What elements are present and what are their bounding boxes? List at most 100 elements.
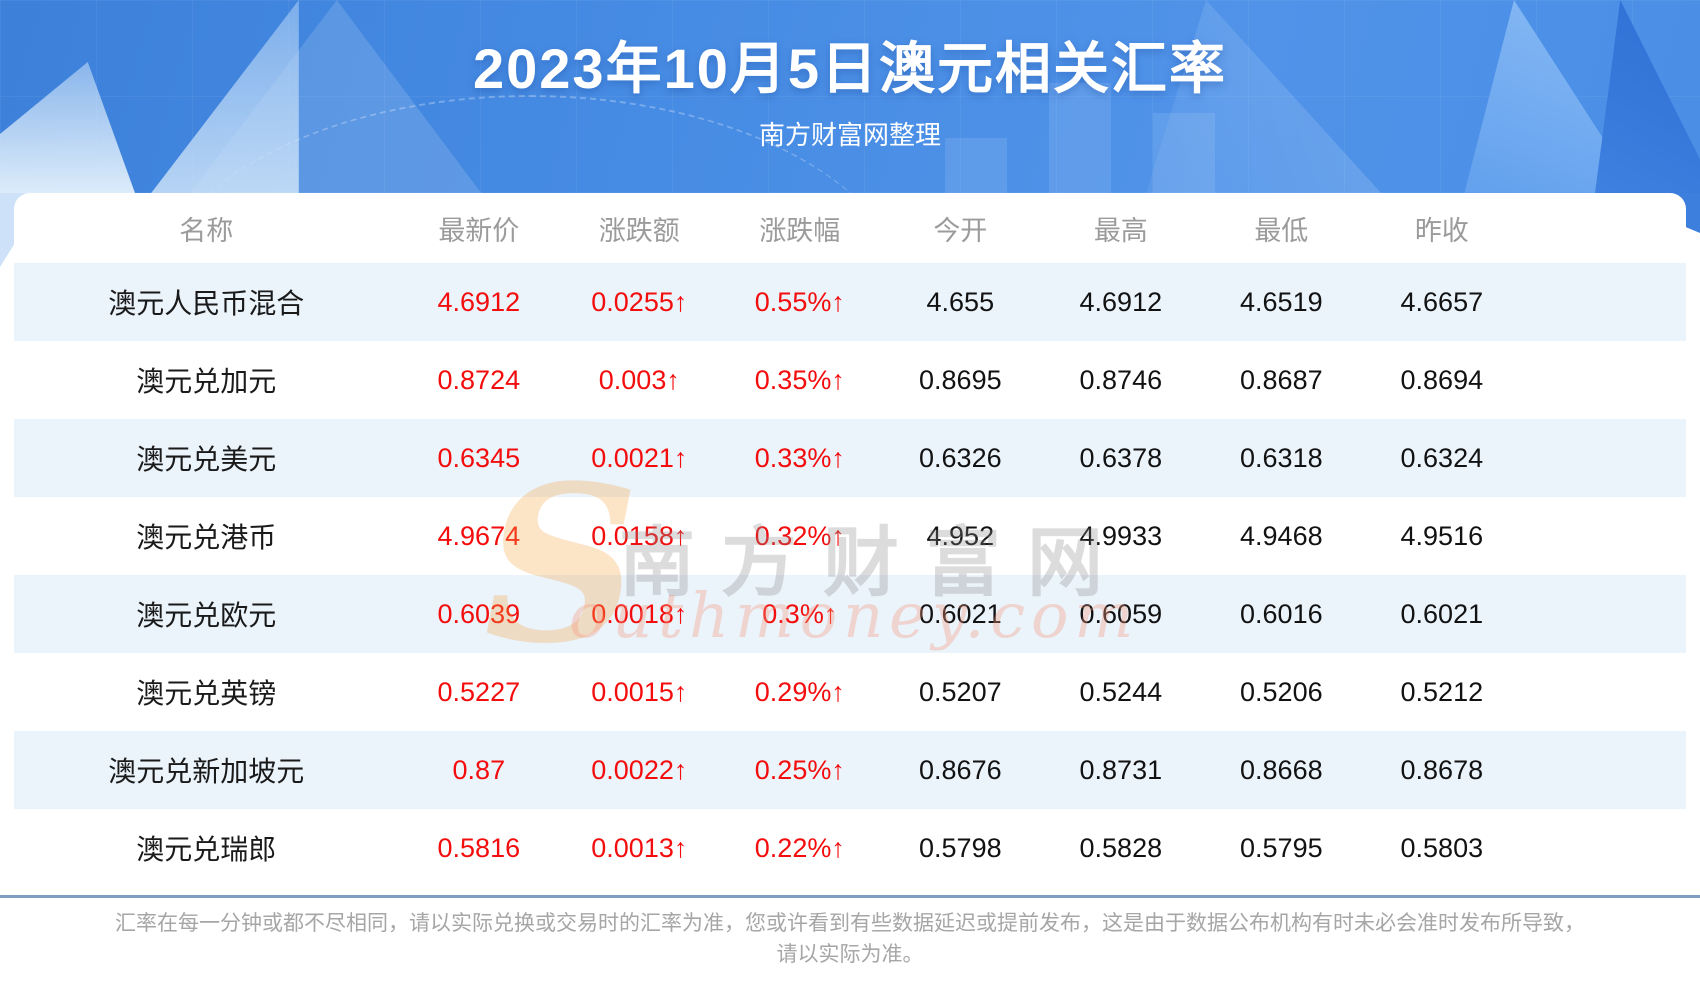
cell-change-amount: 0.0013↑ xyxy=(591,832,688,863)
cell-open: 0.6021 xyxy=(919,598,1002,629)
cell-change-percent: 0.32%↑ xyxy=(754,520,845,551)
cell-latest-price: 0.5227 xyxy=(437,676,521,707)
cell-change-amount: 0.0015↑ xyxy=(591,676,688,707)
cell-spacer xyxy=(1522,263,1686,341)
cell-low: 0.6016 xyxy=(1240,598,1323,629)
cell-prev-close: 4.6657 xyxy=(1400,286,1484,317)
col-header-prev-close: 昨收 xyxy=(1414,215,1469,246)
disclaimer-line-1: 汇率在每一分钟或都不尽相同，请以实际兑换或交易时的汇率为准，您或许看到有些数据延… xyxy=(115,912,1585,935)
cell-change-amount: 0.0021↑ xyxy=(591,442,688,473)
cell-open: 0.8676 xyxy=(919,754,1002,785)
table-row: 澳元兑加元 0.8724 0.003↑ 0.35%↑ 0.8695 0.8746… xyxy=(14,341,1686,419)
cell-prev-close: 0.6324 xyxy=(1400,442,1484,473)
cell-latest-price: 0.6345 xyxy=(437,442,521,473)
col-header-latest-price: 最新价 xyxy=(438,215,520,246)
rates-table: 名称 最新价 涨跌额 涨跌幅 今开 最高 最低 昨收 澳元人民币混合 4.691… xyxy=(14,193,1686,887)
cell-name: 澳元兑新加坡元 xyxy=(108,756,305,787)
col-header-open: 今开 xyxy=(933,215,988,246)
table-row: 澳元兑港币 4.9674 0.0158↑ 0.32%↑ 4.952 4.9933… xyxy=(14,497,1686,575)
table-row: 澳元兑瑞郎 0.5816 0.0013↑ 0.22%↑ 0.5798 0.582… xyxy=(14,809,1686,887)
footer-divider xyxy=(0,895,1700,898)
cell-spacer xyxy=(1522,497,1686,575)
cell-latest-price: 0.6039 xyxy=(437,598,521,629)
table-row: 澳元兑欧元 0.6039 0.0018↑ 0.3%↑ 0.6021 0.6059… xyxy=(14,575,1686,653)
cell-change-amount: 0.0022↑ xyxy=(591,754,688,785)
cell-low: 4.9468 xyxy=(1240,520,1323,551)
cell-prev-close: 0.6021 xyxy=(1400,598,1484,629)
cell-spacer xyxy=(1522,731,1686,809)
cell-name: 澳元兑美元 xyxy=(136,444,277,475)
col-header-change-percent: 涨跌幅 xyxy=(759,215,841,246)
footer-disclaimer: 汇率在每一分钟或都不尽相同，请以实际兑换或交易时的汇率为准，您或许看到有些数据延… xyxy=(0,908,1700,970)
cell-high: 0.8746 xyxy=(1079,364,1163,395)
disclaimer-line-2: 请以实际为准。 xyxy=(776,943,924,966)
col-header-spacer xyxy=(1522,193,1686,263)
cell-latest-price: 0.87 xyxy=(452,754,506,785)
cell-open: 0.6326 xyxy=(919,442,1002,473)
cell-high: 0.6378 xyxy=(1079,442,1163,473)
cell-prev-close: 0.8678 xyxy=(1400,754,1484,785)
cell-latest-price: 0.5816 xyxy=(437,832,521,863)
cell-open: 4.952 xyxy=(926,520,995,551)
cell-high: 0.6059 xyxy=(1079,598,1163,629)
cell-change-percent: 0.29%↑ xyxy=(754,676,845,707)
page-title: 2023年10月5日澳元相关汇率 xyxy=(472,37,1227,100)
cell-name: 澳元兑加元 xyxy=(136,366,277,397)
cell-change-amount: 0.0158↑ xyxy=(591,520,688,551)
cell-spacer xyxy=(1522,419,1686,497)
cell-high: 0.5828 xyxy=(1079,832,1163,863)
cell-change-percent: 0.35%↑ xyxy=(754,364,845,395)
col-header-name: 名称 xyxy=(179,215,234,246)
table-row: 澳元人民币混合 4.6912 0.0255↑ 0.55%↑ 4.655 4.69… xyxy=(14,263,1686,341)
table-header-row: 名称 最新价 涨跌额 涨跌幅 今开 最高 最低 昨收 xyxy=(14,193,1686,263)
cell-change-percent: 0.25%↑ xyxy=(754,754,845,785)
cell-change-amount: 0.0255↑ xyxy=(591,286,688,317)
cell-name: 澳元兑英镑 xyxy=(136,678,277,709)
col-header-high: 最高 xyxy=(1093,215,1148,246)
cell-low: 0.5206 xyxy=(1240,676,1323,707)
table-row: 澳元兑新加坡元 0.87 0.0022↑ 0.25%↑ 0.8676 0.873… xyxy=(14,731,1686,809)
cell-low: 0.5795 xyxy=(1240,832,1323,863)
cell-high: 0.8731 xyxy=(1079,754,1163,785)
cell-prev-close: 0.8694 xyxy=(1400,364,1484,395)
cell-prev-close: 0.5212 xyxy=(1400,676,1484,707)
cell-change-percent: 0.33%↑ xyxy=(754,442,845,473)
cell-change-percent: 0.22%↑ xyxy=(754,832,845,863)
col-header-change-amount: 涨跌额 xyxy=(598,215,680,246)
cell-name: 澳元人民币混合 xyxy=(108,288,305,319)
cell-open: 4.655 xyxy=(926,286,995,317)
cell-latest-price: 0.8724 xyxy=(437,364,521,395)
cell-open: 0.5207 xyxy=(919,676,1002,707)
cell-high: 0.5244 xyxy=(1079,676,1163,707)
cell-low: 0.6318 xyxy=(1240,442,1323,473)
cell-latest-price: 4.6912 xyxy=(437,286,521,317)
table-row: 澳元兑英镑 0.5227 0.0015↑ 0.29%↑ 0.5207 0.524… xyxy=(14,653,1686,731)
table-row: 澳元兑美元 0.6345 0.0021↑ 0.33%↑ 0.6326 0.637… xyxy=(14,419,1686,497)
cell-spacer xyxy=(1522,653,1686,731)
cell-prev-close: 0.5803 xyxy=(1400,832,1484,863)
cell-low: 4.6519 xyxy=(1240,286,1323,317)
cell-open: 0.8695 xyxy=(919,364,1002,395)
cell-high: 4.9933 xyxy=(1079,520,1163,551)
cell-name: 澳元兑港币 xyxy=(136,522,277,553)
cell-change-percent: 0.3%↑ xyxy=(762,598,838,629)
cell-low: 0.8687 xyxy=(1240,364,1323,395)
cell-name: 澳元兑瑞郎 xyxy=(136,834,277,865)
page-subtitle: 南方财富网整理 xyxy=(758,120,941,150)
rates-card: 名称 最新价 涨跌额 涨跌幅 今开 最高 最低 昨收 澳元人民币混合 4.691… xyxy=(14,193,1686,887)
cell-spacer xyxy=(1522,341,1686,419)
cell-latest-price: 4.9674 xyxy=(437,520,521,551)
cell-prev-close: 4.9516 xyxy=(1400,520,1484,551)
cell-change-percent: 0.55%↑ xyxy=(754,286,845,317)
cell-change-amount: 0.0018↑ xyxy=(591,598,688,629)
cell-low: 0.8668 xyxy=(1240,754,1323,785)
header-banner: 2023年10月5日澳元相关汇率 南方财富网整理 xyxy=(0,0,1700,193)
cell-spacer xyxy=(1522,575,1686,653)
cell-spacer xyxy=(1522,809,1686,887)
cell-open: 0.5798 xyxy=(919,832,1002,863)
cell-high: 4.6912 xyxy=(1079,286,1163,317)
col-header-low: 最低 xyxy=(1254,215,1309,246)
cell-change-amount: 0.003↑ xyxy=(598,364,680,395)
cell-name: 澳元兑欧元 xyxy=(136,600,277,631)
